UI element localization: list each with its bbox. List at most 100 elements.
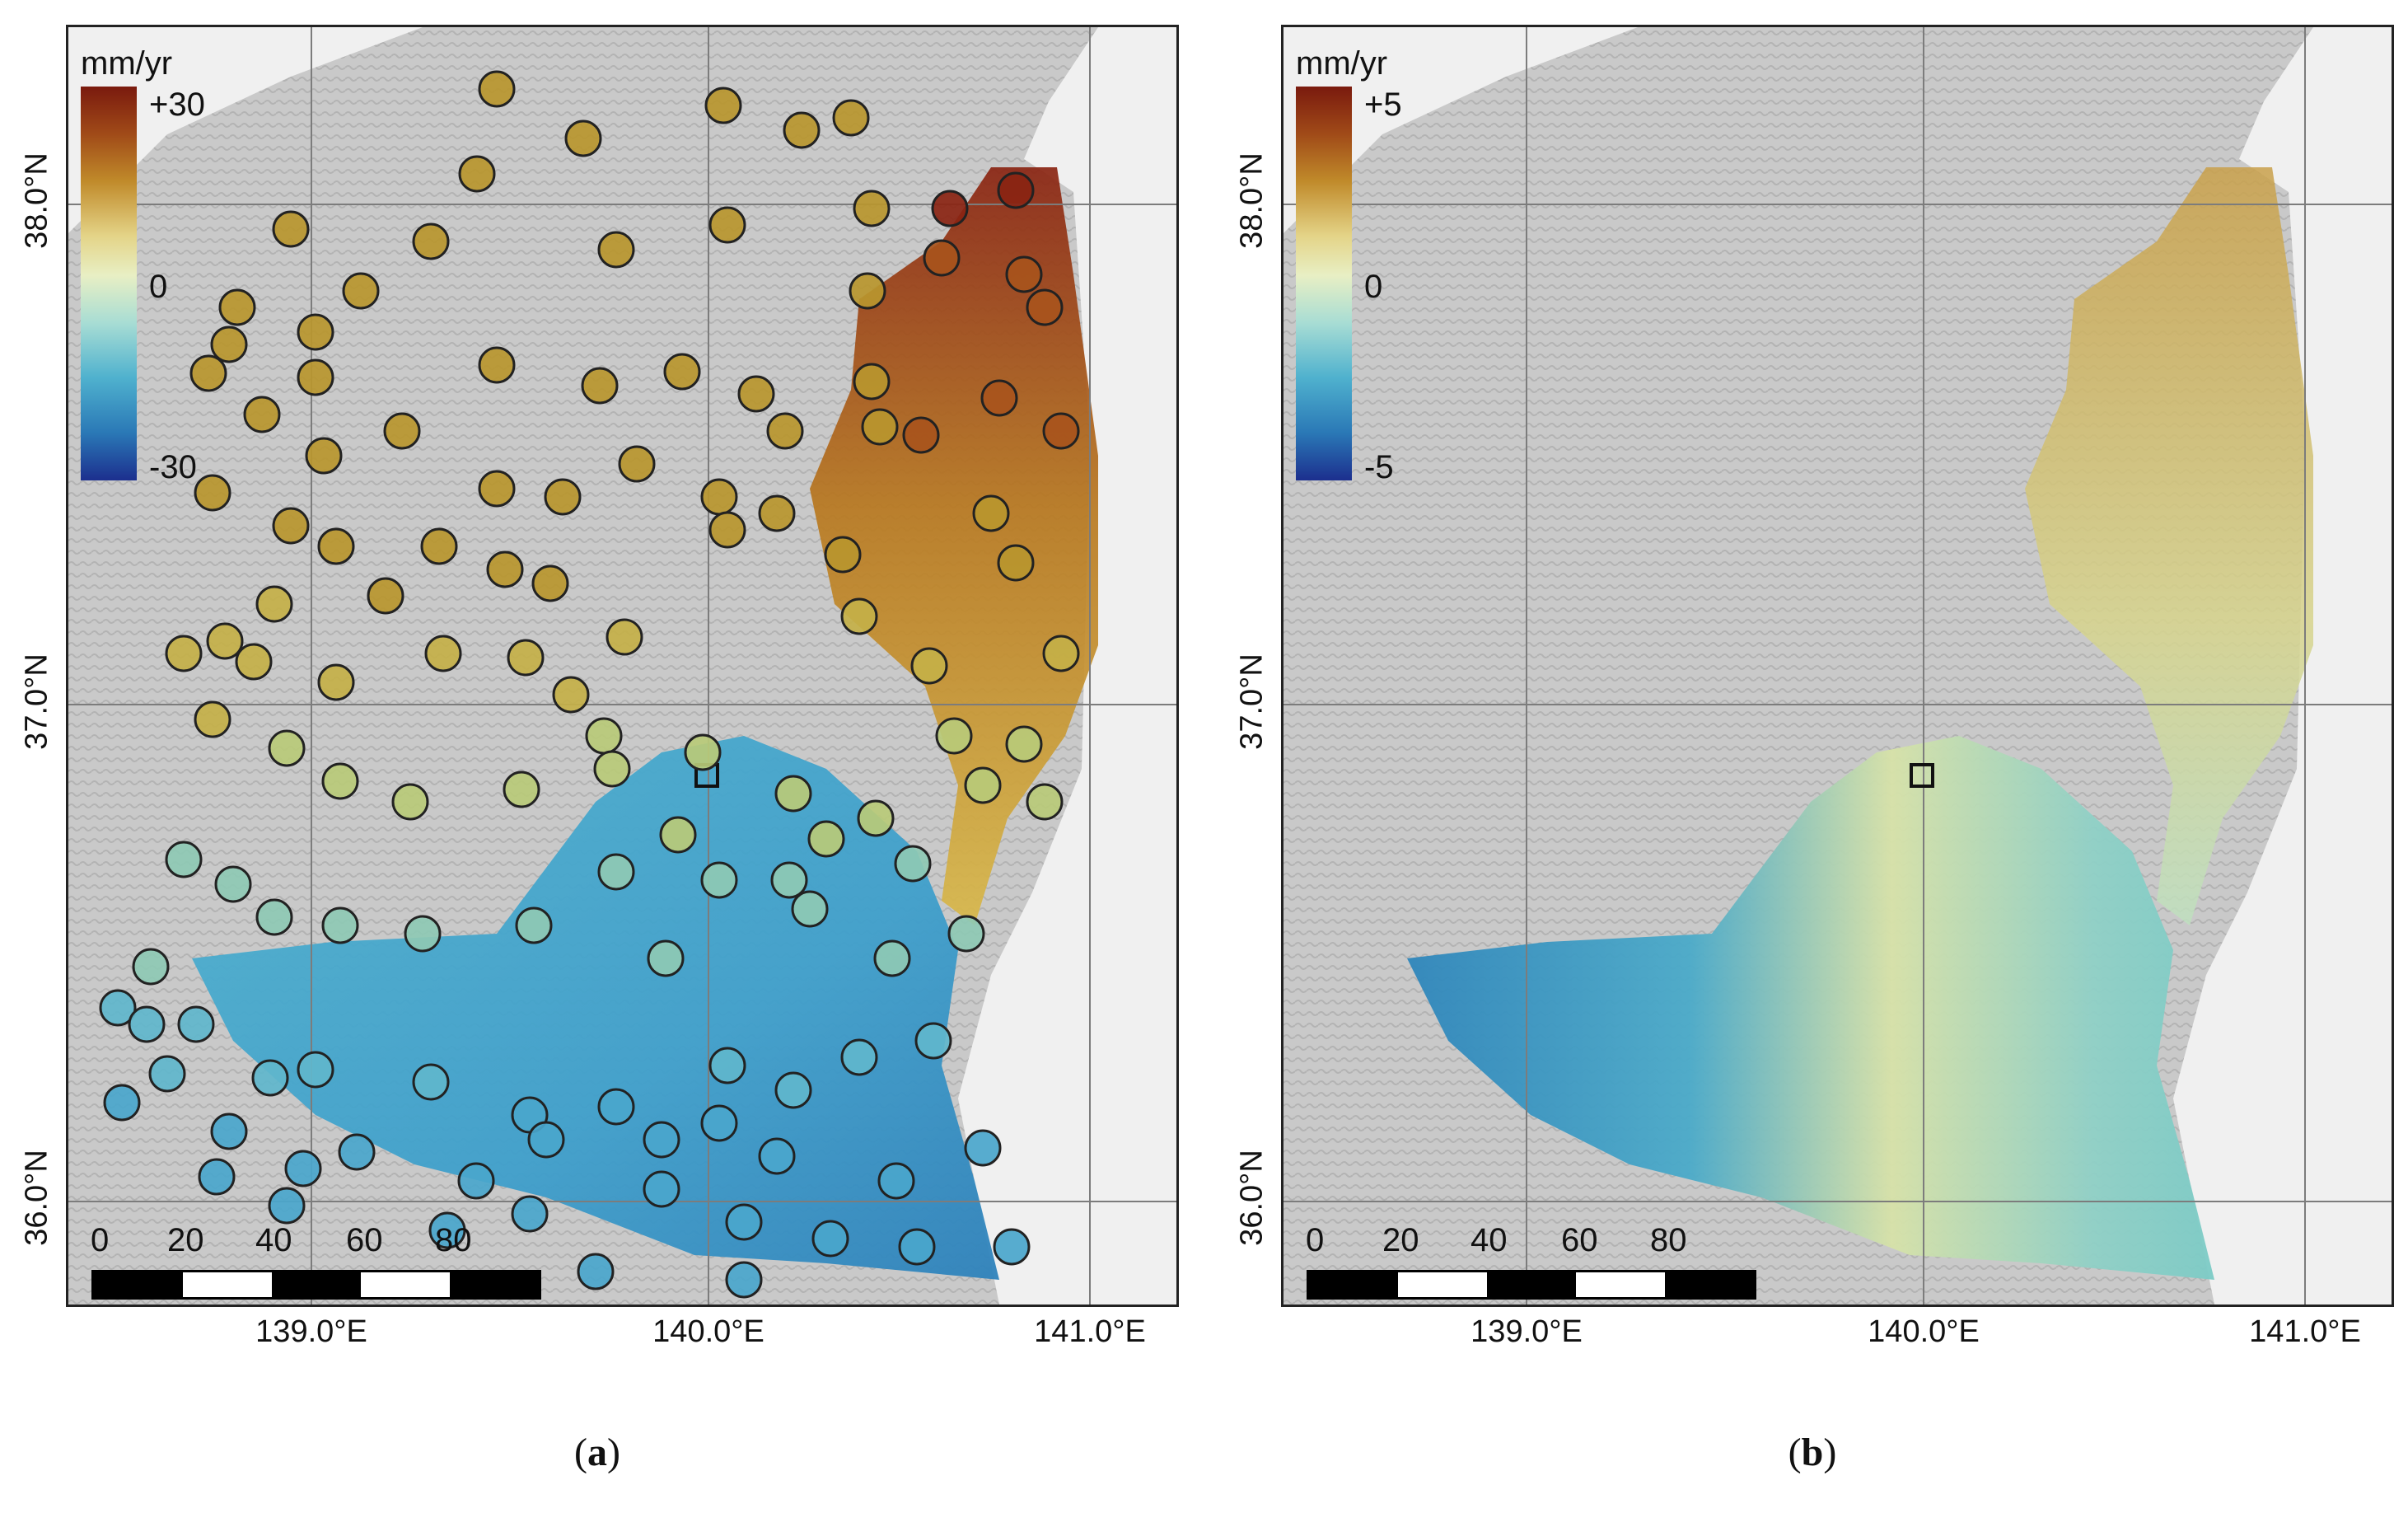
gnss-station-marker	[643, 1170, 680, 1208]
scale-tick: 0	[1306, 1222, 1325, 1258]
gnss-station-marker	[189, 354, 227, 392]
gnss-station-marker	[268, 1187, 306, 1225]
gnss-station-marker	[737, 375, 775, 413]
legend-colorbar	[1296, 87, 1352, 480]
gnss-station-marker	[1042, 635, 1080, 672]
gnss-station-marker	[255, 585, 293, 623]
legend-colorbar	[81, 87, 137, 480]
lon-label-139-b: 139.0°E	[1471, 1314, 1583, 1349]
lon-label-141-b: 141.0°E	[2249, 1314, 2361, 1349]
legend-min: -30	[149, 449, 197, 485]
gnss-station-marker	[581, 367, 619, 405]
deformation-south	[1407, 736, 2214, 1280]
gnss-station-marker	[297, 358, 334, 396]
gnss-station-marker	[643, 1121, 680, 1159]
gnss-station-marker	[659, 816, 697, 854]
gnss-station-marker	[457, 1162, 495, 1200]
gnss-station-marker	[218, 288, 256, 326]
gnss-station-marker	[593, 750, 631, 788]
gnss-station-marker	[515, 906, 553, 944]
gnss-station-marker	[511, 1195, 549, 1233]
graticule	[68, 27, 1176, 1305]
gnss-station-marker	[165, 841, 203, 878]
gnss-station-marker	[272, 507, 310, 545]
gnss-station-marker	[383, 412, 421, 450]
gnss-station-marker	[972, 494, 1010, 532]
gnss-station-marker	[1005, 255, 1043, 293]
gnss-station-marker	[980, 379, 1018, 417]
gnss-station-marker	[1042, 412, 1080, 450]
gnss-station-marker	[997, 544, 1035, 582]
gnss-station-marker	[210, 326, 248, 363]
gnss-station-marker	[458, 155, 496, 193]
gnss-station-marker	[391, 783, 429, 821]
gnss-station-marker	[531, 564, 569, 602]
gnss-station-marker	[235, 643, 273, 681]
gnss-station-marker	[577, 1253, 615, 1290]
gnss-station-marker	[861, 408, 899, 446]
scale-tick: 0	[91, 1222, 110, 1258]
gnss-station-marker	[404, 915, 442, 953]
gnss-station-marker	[544, 478, 582, 516]
gnss-station-marker	[132, 948, 170, 986]
scale-tick: 20	[1382, 1222, 1419, 1258]
gnss-station-marker	[840, 1038, 878, 1076]
gnss-station-marker	[647, 939, 685, 977]
gnss-station-marker	[853, 190, 891, 227]
gnss-station-marker	[317, 527, 355, 565]
lat-label-36-b: 36.0°N	[1234, 1150, 1269, 1246]
gnss-station-marker	[272, 210, 310, 248]
gnss-station-marker	[478, 346, 516, 384]
gnss-station-marker	[898, 1228, 936, 1266]
lon-label-139-a: 139.0°E	[255, 1314, 367, 1349]
gnss-station-marker	[997, 171, 1035, 209]
gnss-station-marker	[993, 1228, 1031, 1266]
gnss-station-marker	[297, 313, 334, 351]
scale-tick: 80	[435, 1222, 472, 1258]
gnss-station-marker	[766, 412, 804, 450]
gnss-station-marker	[770, 861, 808, 899]
deformation-northeast	[2025, 167, 2313, 925]
gnss-station-marker	[811, 1220, 849, 1258]
gnss-station-marker	[597, 853, 635, 891]
subfigure-label-b: (b)	[1788, 1431, 1837, 1474]
gnss-station-marker	[317, 663, 355, 701]
gnss-station-marker	[708, 206, 746, 244]
lat-label-37-a: 37.0°N	[19, 653, 54, 750]
gnss-station-marker	[486, 550, 524, 588]
gnss-station-marker	[297, 1051, 334, 1089]
scale-tick: 40	[1471, 1222, 1508, 1258]
gnss-station-marker	[103, 1084, 141, 1122]
legend-unit: mm/yr	[1296, 45, 1388, 82]
gnss-station-marker	[947, 915, 985, 953]
gnss-station-marker	[700, 1104, 738, 1142]
gnss-station-marker	[507, 639, 545, 677]
scale-tick: 80	[1650, 1222, 1687, 1258]
gnss-station-marker	[268, 729, 306, 767]
gnss-station-marker	[758, 1137, 796, 1175]
legend-zero: 0	[149, 269, 168, 305]
gnss-station-marker	[902, 416, 940, 454]
subfigure-label-a: (a)	[574, 1431, 620, 1474]
gnss-station-marker	[177, 1005, 215, 1043]
gnss-station-marker	[840, 597, 878, 635]
gnss-station-marker	[243, 396, 281, 433]
gnss-station-marker	[564, 119, 602, 157]
gnss-station-marker	[342, 272, 380, 310]
gnss-station-marker	[412, 222, 450, 260]
legend-unit: mm/yr	[81, 45, 173, 82]
gnss-station-marker	[420, 527, 458, 565]
gnss-station-marker	[478, 470, 516, 508]
gnss-station-marker	[700, 478, 738, 516]
gnss-station-marker	[428, 1211, 466, 1249]
lon-label-141-a: 141.0°E	[1034, 1314, 1146, 1349]
map-panel-a: mm/yr +30 0 -30 0 20 40 60 80	[66, 25, 1179, 1307]
gnss-station-marker	[873, 939, 911, 977]
lat-label-36-a: 36.0°N	[19, 1150, 54, 1246]
gnss-station-marker	[210, 1112, 248, 1150]
lat-label-38-a: 38.0°N	[19, 152, 54, 249]
legend-max: +30	[149, 87, 205, 123]
gnss-station-marker	[255, 898, 293, 936]
gnss-station-marker	[910, 647, 948, 685]
lon-label-140-b: 140.0°E	[1868, 1314, 1980, 1349]
